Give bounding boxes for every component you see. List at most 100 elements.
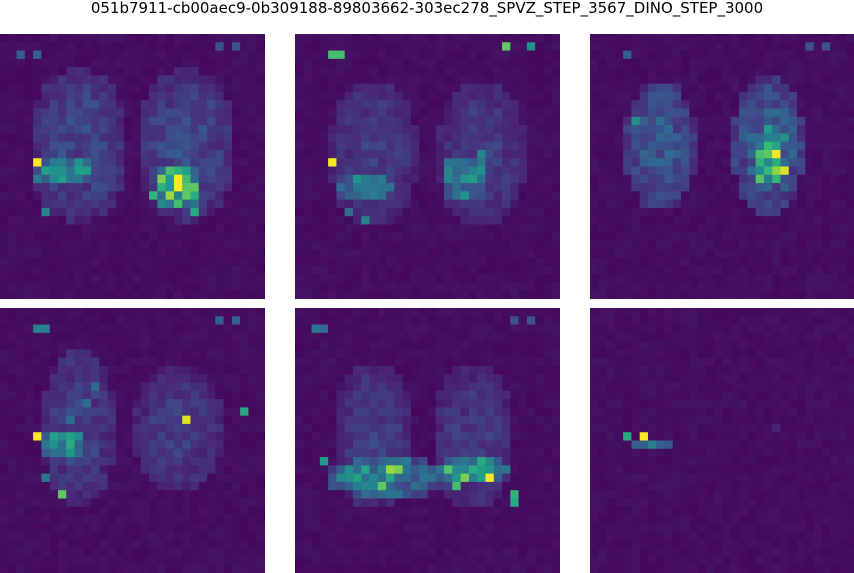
heatmap-cell xyxy=(149,564,158,573)
heatmap-cell xyxy=(319,423,329,433)
heatmap-cell xyxy=(705,282,715,292)
heatmap-cell xyxy=(319,75,329,85)
heatmap-cell xyxy=(295,515,304,524)
heatmap-cell xyxy=(623,199,632,209)
heatmap-cell xyxy=(755,108,765,118)
heatmap-cell xyxy=(623,265,632,275)
heatmap-cell xyxy=(49,548,59,557)
heatmap-cell xyxy=(303,432,312,441)
heatmap-cell xyxy=(82,58,92,68)
heatmap-cell xyxy=(780,274,790,283)
heatmap-cell xyxy=(377,34,387,43)
heatmap-cell xyxy=(295,374,304,383)
heatmap-cell xyxy=(444,166,453,176)
heatmap-cell xyxy=(763,241,773,250)
heatmap-cell xyxy=(107,432,117,441)
heatmap-cell xyxy=(207,67,216,76)
heatmap-cell xyxy=(223,257,233,267)
heatmap-cell xyxy=(190,141,200,151)
heatmap-cell xyxy=(361,440,370,450)
heatmap-cell xyxy=(57,548,67,557)
heatmap-cell xyxy=(182,341,191,350)
heatmap-cell xyxy=(623,100,632,109)
heatmap-cell xyxy=(502,34,511,43)
heatmap-cell xyxy=(369,249,379,258)
heatmap-cell xyxy=(140,108,150,118)
heatmap-cell xyxy=(664,125,674,134)
heatmap-cell xyxy=(821,42,831,51)
heatmap-cell xyxy=(714,290,723,299)
heatmap-cell xyxy=(8,133,17,143)
heatmap-cell xyxy=(344,249,354,258)
heatmap-cell xyxy=(830,67,839,76)
heatmap-cell xyxy=(344,108,354,118)
heatmap-cell xyxy=(149,382,158,392)
heatmap-cell xyxy=(452,390,462,400)
heatmap-cell xyxy=(369,75,379,85)
heatmap-cell xyxy=(99,332,109,342)
heatmap-cell xyxy=(846,133,854,143)
heatmap-cell xyxy=(24,357,34,367)
heatmap-cell xyxy=(149,399,158,408)
heatmap-cell xyxy=(805,183,814,192)
heatmap-cell xyxy=(256,564,265,573)
heatmap-cell xyxy=(311,257,321,267)
heatmap-cell xyxy=(435,67,445,76)
heatmap-cell xyxy=(468,58,478,68)
heatmap-cell xyxy=(295,133,304,143)
heatmap-cell xyxy=(805,207,814,217)
heatmap-cell xyxy=(207,42,216,51)
heatmap-cell xyxy=(215,415,224,425)
heatmap-cell xyxy=(157,349,167,359)
heatmap-cell xyxy=(16,58,26,68)
heatmap-cell xyxy=(435,515,445,524)
heatmap-cell xyxy=(157,399,167,408)
heatmap-cell xyxy=(190,108,200,118)
heatmap-cell xyxy=(410,232,420,242)
heatmap-cell xyxy=(780,42,790,51)
heatmap-cell xyxy=(124,539,133,549)
heatmap-cell xyxy=(730,42,740,51)
heatmap-cell xyxy=(115,506,125,516)
heatmap-cell xyxy=(838,125,848,134)
heatmap-cell xyxy=(606,108,616,118)
heatmap-cell xyxy=(361,207,370,217)
heatmap-cell xyxy=(74,34,84,43)
heatmap-cell xyxy=(256,100,265,109)
heatmap-cell xyxy=(631,125,641,134)
heatmap-cell xyxy=(535,42,544,51)
heatmap-cell xyxy=(311,531,321,541)
heatmap-cell xyxy=(656,241,665,250)
heatmap-cell xyxy=(493,515,503,524)
heatmap-cell xyxy=(681,125,690,134)
heatmap-cell xyxy=(173,50,183,60)
heatmap-cell xyxy=(435,407,445,417)
heatmap-cell xyxy=(8,564,17,573)
heatmap-cell xyxy=(535,365,544,375)
heatmap-cell xyxy=(510,257,519,267)
heatmap-cell xyxy=(182,67,191,76)
heatmap-cell xyxy=(821,174,831,184)
heatmap-cell xyxy=(215,149,224,159)
heatmap-cell xyxy=(460,199,470,209)
heatmap-cell xyxy=(41,382,51,392)
heatmap-cell xyxy=(91,506,100,516)
heatmap-cell xyxy=(739,58,748,68)
heatmap-cell xyxy=(846,290,854,299)
heatmap-cell xyxy=(66,274,75,283)
heatmap-cell xyxy=(377,67,387,76)
heatmap-cell xyxy=(57,374,67,383)
heatmap-cell xyxy=(755,158,765,167)
heatmap-cell xyxy=(614,282,624,292)
heatmap-cell xyxy=(57,216,67,225)
heatmap-cell xyxy=(590,116,599,126)
heatmap-cell xyxy=(705,265,715,275)
heatmap-cell xyxy=(173,75,183,85)
heatmap-cell xyxy=(830,166,839,176)
heatmap-cell xyxy=(231,423,241,433)
heatmap-cell xyxy=(231,539,241,549)
heatmap-cell xyxy=(846,108,854,118)
heatmap-cell xyxy=(328,58,337,68)
heatmap-cell xyxy=(797,34,806,43)
heatmap-cell xyxy=(435,207,445,217)
